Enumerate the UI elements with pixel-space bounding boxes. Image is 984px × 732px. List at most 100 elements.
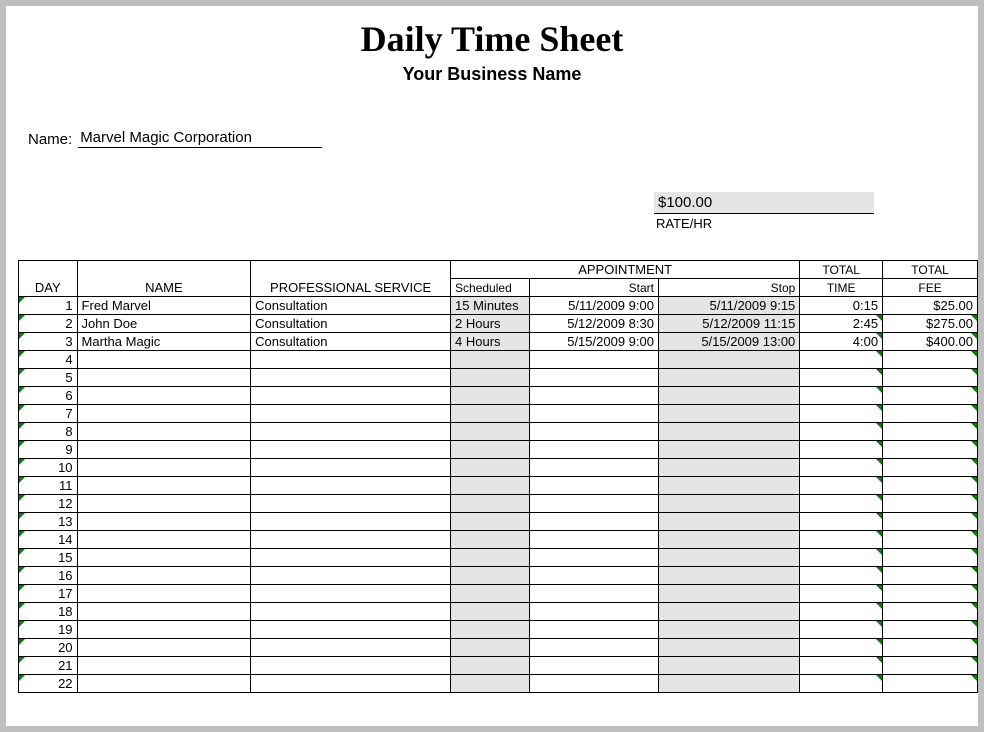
- cell-stop[interactable]: [658, 441, 799, 459]
- rate-value[interactable]: $100.00: [654, 192, 874, 214]
- cell-day[interactable]: 13: [19, 513, 78, 531]
- cell-svc[interactable]: [251, 477, 451, 495]
- cell-name[interactable]: [77, 639, 251, 657]
- cell-name[interactable]: Martha Magic: [77, 333, 251, 351]
- cell-sch[interactable]: [451, 531, 530, 549]
- cell-name[interactable]: [77, 567, 251, 585]
- cell-time[interactable]: [800, 387, 883, 405]
- cell-stop[interactable]: [658, 351, 799, 369]
- cell-name[interactable]: [77, 675, 251, 693]
- cell-time[interactable]: 2:45: [800, 315, 883, 333]
- cell-sch[interactable]: [451, 387, 530, 405]
- cell-svc[interactable]: [251, 351, 451, 369]
- cell-svc[interactable]: [251, 369, 451, 387]
- cell-day[interactable]: 2: [19, 315, 78, 333]
- cell-day[interactable]: 1: [19, 297, 78, 315]
- cell-sch[interactable]: [451, 675, 530, 693]
- cell-stop[interactable]: [658, 657, 799, 675]
- cell-stop[interactable]: [658, 585, 799, 603]
- cell-name[interactable]: [77, 531, 251, 549]
- cell-svc[interactable]: [251, 639, 451, 657]
- cell-start[interactable]: [529, 603, 658, 621]
- cell-fee[interactable]: [883, 351, 978, 369]
- cell-fee[interactable]: $275.00: [883, 315, 978, 333]
- cell-svc[interactable]: [251, 405, 451, 423]
- cell-stop[interactable]: 5/15/2009 13:00: [658, 333, 799, 351]
- cell-day[interactable]: 22: [19, 675, 78, 693]
- cell-start[interactable]: [529, 441, 658, 459]
- cell-fee[interactable]: [883, 639, 978, 657]
- cell-day[interactable]: 18: [19, 603, 78, 621]
- cell-fee[interactable]: [883, 387, 978, 405]
- cell-fee[interactable]: $25.00: [883, 297, 978, 315]
- cell-time[interactable]: [800, 567, 883, 585]
- cell-time[interactable]: [800, 495, 883, 513]
- cell-sch[interactable]: [451, 477, 530, 495]
- cell-time[interactable]: 4:00: [800, 333, 883, 351]
- cell-svc[interactable]: [251, 441, 451, 459]
- cell-sch[interactable]: [451, 657, 530, 675]
- cell-stop[interactable]: [658, 675, 799, 693]
- cell-day[interactable]: 19: [19, 621, 78, 639]
- cell-name[interactable]: John Doe: [77, 315, 251, 333]
- cell-svc[interactable]: [251, 603, 451, 621]
- cell-start[interactable]: [529, 459, 658, 477]
- cell-stop[interactable]: [658, 531, 799, 549]
- cell-time[interactable]: [800, 477, 883, 495]
- cell-sch[interactable]: [451, 549, 530, 567]
- cell-fee[interactable]: [883, 369, 978, 387]
- cell-day[interactable]: 20: [19, 639, 78, 657]
- cell-time[interactable]: [800, 621, 883, 639]
- cell-sch[interactable]: [451, 351, 530, 369]
- cell-name[interactable]: [77, 549, 251, 567]
- cell-stop[interactable]: [658, 621, 799, 639]
- cell-fee[interactable]: [883, 675, 978, 693]
- cell-time[interactable]: [800, 585, 883, 603]
- cell-sch[interactable]: 15 Minutes: [451, 297, 530, 315]
- cell-fee[interactable]: [883, 513, 978, 531]
- cell-start[interactable]: [529, 621, 658, 639]
- cell-day[interactable]: 12: [19, 495, 78, 513]
- cell-svc[interactable]: [251, 621, 451, 639]
- cell-svc[interactable]: Consultation: [251, 297, 451, 315]
- cell-sch[interactable]: [451, 621, 530, 639]
- cell-time[interactable]: [800, 369, 883, 387]
- cell-time[interactable]: [800, 603, 883, 621]
- cell-stop[interactable]: [658, 567, 799, 585]
- cell-day[interactable]: 5: [19, 369, 78, 387]
- cell-fee[interactable]: [883, 477, 978, 495]
- cell-svc[interactable]: Consultation: [251, 333, 451, 351]
- cell-day[interactable]: 3: [19, 333, 78, 351]
- cell-svc[interactable]: [251, 423, 451, 441]
- cell-name[interactable]: [77, 513, 251, 531]
- cell-name[interactable]: [77, 441, 251, 459]
- cell-name[interactable]: [77, 351, 251, 369]
- cell-day[interactable]: 14: [19, 531, 78, 549]
- cell-sch[interactable]: [451, 567, 530, 585]
- cell-day[interactable]: 4: [19, 351, 78, 369]
- cell-stop[interactable]: 5/12/2009 11:15: [658, 315, 799, 333]
- cell-name[interactable]: [77, 657, 251, 675]
- cell-sch[interactable]: [451, 585, 530, 603]
- cell-stop[interactable]: [658, 495, 799, 513]
- cell-fee[interactable]: [883, 657, 978, 675]
- cell-name[interactable]: [77, 405, 251, 423]
- cell-sch[interactable]: 2 Hours: [451, 315, 530, 333]
- cell-start[interactable]: [529, 639, 658, 657]
- cell-fee[interactable]: [883, 441, 978, 459]
- cell-stop[interactable]: [658, 405, 799, 423]
- cell-start[interactable]: [529, 531, 658, 549]
- cell-start[interactable]: [529, 477, 658, 495]
- cell-day[interactable]: 11: [19, 477, 78, 495]
- cell-stop[interactable]: [658, 459, 799, 477]
- cell-fee[interactable]: [883, 405, 978, 423]
- cell-day[interactable]: 15: [19, 549, 78, 567]
- cell-name[interactable]: [77, 585, 251, 603]
- cell-stop[interactable]: [658, 387, 799, 405]
- cell-sch[interactable]: [451, 423, 530, 441]
- name-value[interactable]: Marvel Magic Corporation: [78, 129, 322, 148]
- cell-time[interactable]: [800, 423, 883, 441]
- cell-day[interactable]: 17: [19, 585, 78, 603]
- cell-start[interactable]: [529, 369, 658, 387]
- cell-fee[interactable]: [883, 423, 978, 441]
